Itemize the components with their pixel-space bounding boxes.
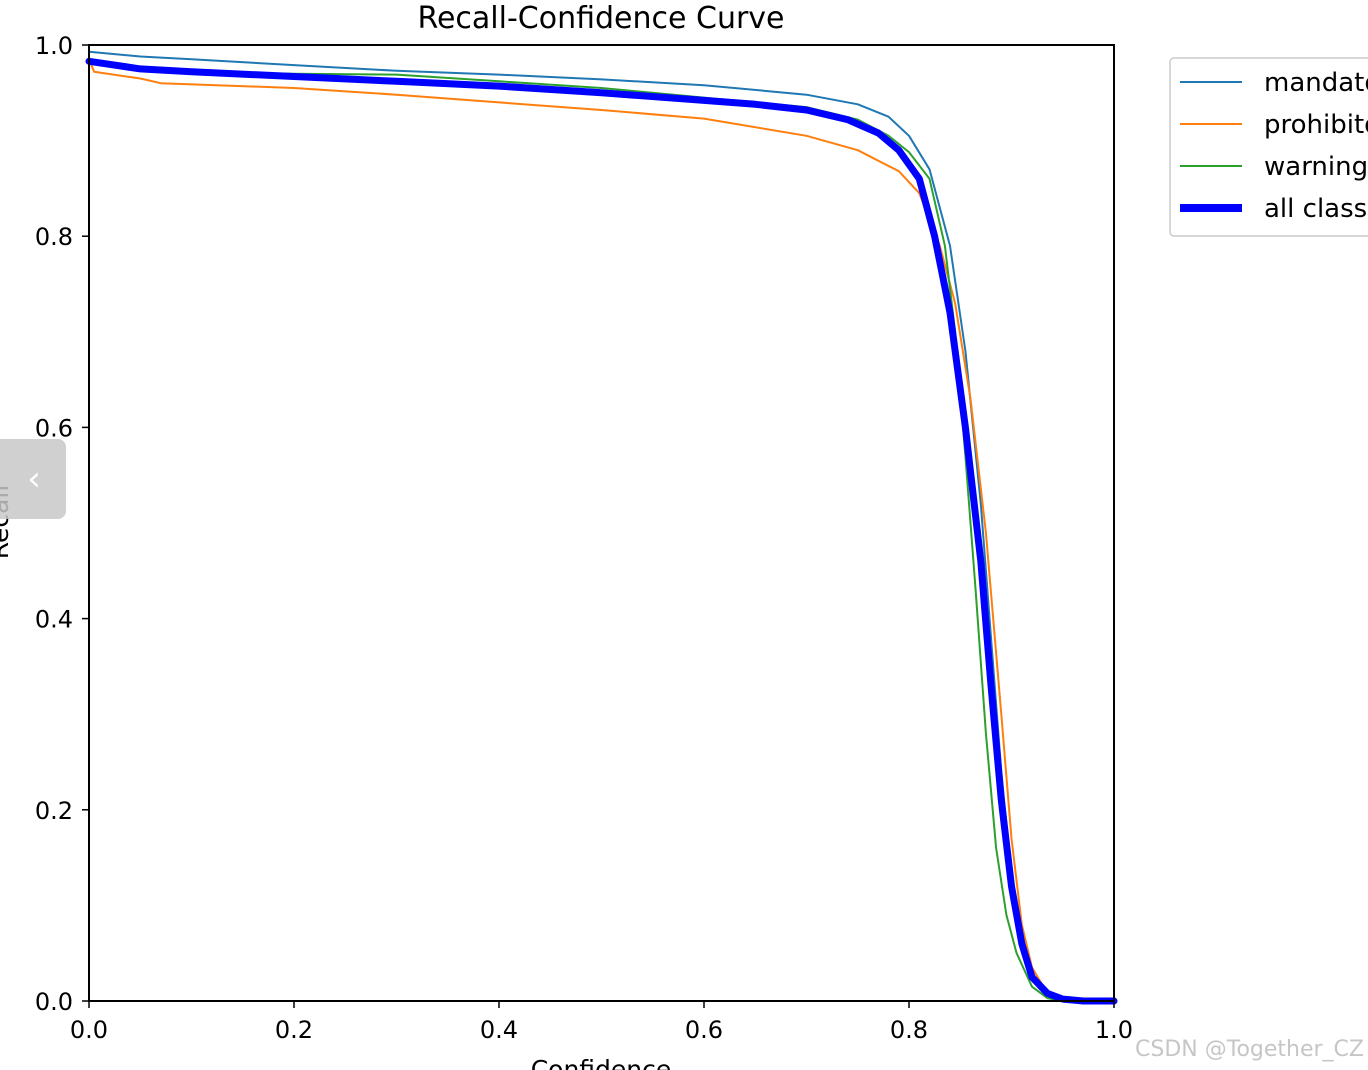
legend-label-3: all classes 0.98 at 0.000 bbox=[1264, 194, 1368, 224]
x-tick-label: 0.2 bbox=[275, 1016, 313, 1044]
series-line-3 bbox=[85, 57, 1118, 1005]
x-tick-label: 0.6 bbox=[685, 1016, 723, 1044]
legend-label-0: mandatory bbox=[1264, 68, 1368, 98]
x-tick-label: 0.0 bbox=[70, 1016, 108, 1044]
x-tick-label: 1.0 bbox=[1095, 1016, 1133, 1044]
y-tick-label: 0.4 bbox=[35, 606, 73, 634]
back-button[interactable]: ‹ bbox=[0, 439, 66, 519]
watermark: CSDN @Together_CZ bbox=[1135, 1037, 1364, 1062]
y-tick-label: 0.6 bbox=[35, 414, 73, 442]
plot-frame bbox=[88, 44, 1115, 1002]
y-tick-label: 0.0 bbox=[35, 988, 73, 1016]
legend: mandatory prohibitory warning all classes 0… bbox=[1169, 57, 1368, 237]
x-tick-label: 0.4 bbox=[480, 1016, 518, 1044]
legend-label-1: prohibitory bbox=[1264, 110, 1368, 140]
plot-lines bbox=[85, 50, 1118, 1005]
legend-label-2: warning bbox=[1264, 152, 1368, 182]
y-tick-label: 1.0 bbox=[35, 32, 73, 60]
y-tick-label: 0.2 bbox=[35, 797, 73, 825]
series-line-0 bbox=[88, 50, 1115, 1002]
y-axis: 0.0 0.2 0.4 0.6 0.8 1.0 bbox=[35, 32, 89, 1016]
x-axis-label: Confidence bbox=[531, 1055, 672, 1070]
chart-title: Recall-Confidence Curve bbox=[417, 1, 784, 36]
chevron-left-icon: ‹ bbox=[27, 459, 41, 499]
x-axis: 0.0 0.2 0.4 0.6 0.8 1.0 bbox=[70, 1001, 1133, 1044]
series-line-2 bbox=[88, 61, 1115, 1002]
legend-frame bbox=[1169, 57, 1368, 237]
series-line-1 bbox=[88, 58, 1115, 1002]
x-tick-label: 0.8 bbox=[890, 1016, 928, 1044]
y-tick-label: 0.8 bbox=[35, 223, 73, 251]
